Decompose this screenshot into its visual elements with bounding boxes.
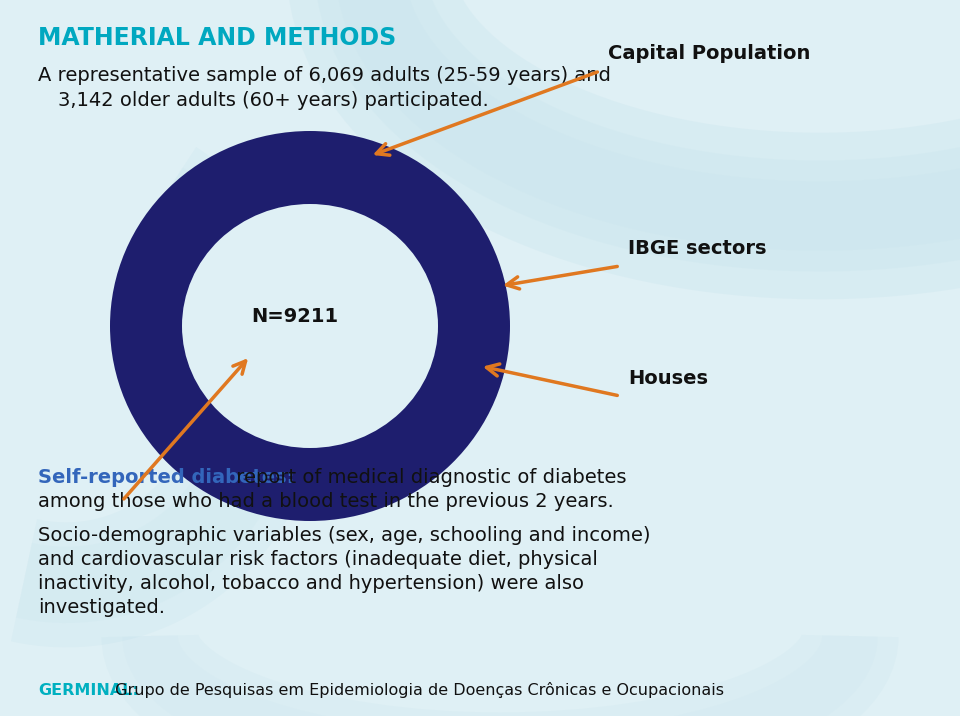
Ellipse shape bbox=[182, 204, 438, 448]
Text: among those who had a blood test in the previous 2 years.: among those who had a blood test in the … bbox=[38, 492, 613, 511]
Text: 3,142 older adults (60+ years) participated.: 3,142 older adults (60+ years) participa… bbox=[58, 91, 489, 110]
Text: MATHERIAL AND METHODS: MATHERIAL AND METHODS bbox=[38, 26, 396, 50]
Text: IBGE sectors: IBGE sectors bbox=[628, 239, 766, 258]
Text: and cardiovascular risk factors (inadequate diet, physical: and cardiovascular risk factors (inadequ… bbox=[38, 550, 598, 569]
Text: inactivity, alcohol, tobacco and hypertension) were also: inactivity, alcohol, tobacco and hyperte… bbox=[38, 574, 584, 593]
Text: Socio-demographic variables (sex, age, schooling and income): Socio-demographic variables (sex, age, s… bbox=[38, 526, 651, 545]
Ellipse shape bbox=[110, 131, 510, 521]
Text: investigated.: investigated. bbox=[38, 598, 165, 617]
Text: GERMINAL:: GERMINAL: bbox=[38, 683, 139, 698]
Text: Grupo de Pesquisas em Epidemiologia de Doenças Crônicas e Ocupacionais: Grupo de Pesquisas em Epidemiologia de D… bbox=[110, 682, 724, 698]
Text: report of medical diagnostic of diabetes: report of medical diagnostic of diabetes bbox=[230, 468, 627, 487]
Text: Self-reported diabetes:: Self-reported diabetes: bbox=[38, 468, 295, 487]
Text: Houses: Houses bbox=[628, 369, 708, 388]
Text: Capital Population: Capital Population bbox=[608, 44, 810, 63]
Text: A representative sample of 6,069 adults (25-59 years) and: A representative sample of 6,069 adults … bbox=[38, 66, 611, 85]
Text: N=9211: N=9211 bbox=[252, 306, 339, 326]
